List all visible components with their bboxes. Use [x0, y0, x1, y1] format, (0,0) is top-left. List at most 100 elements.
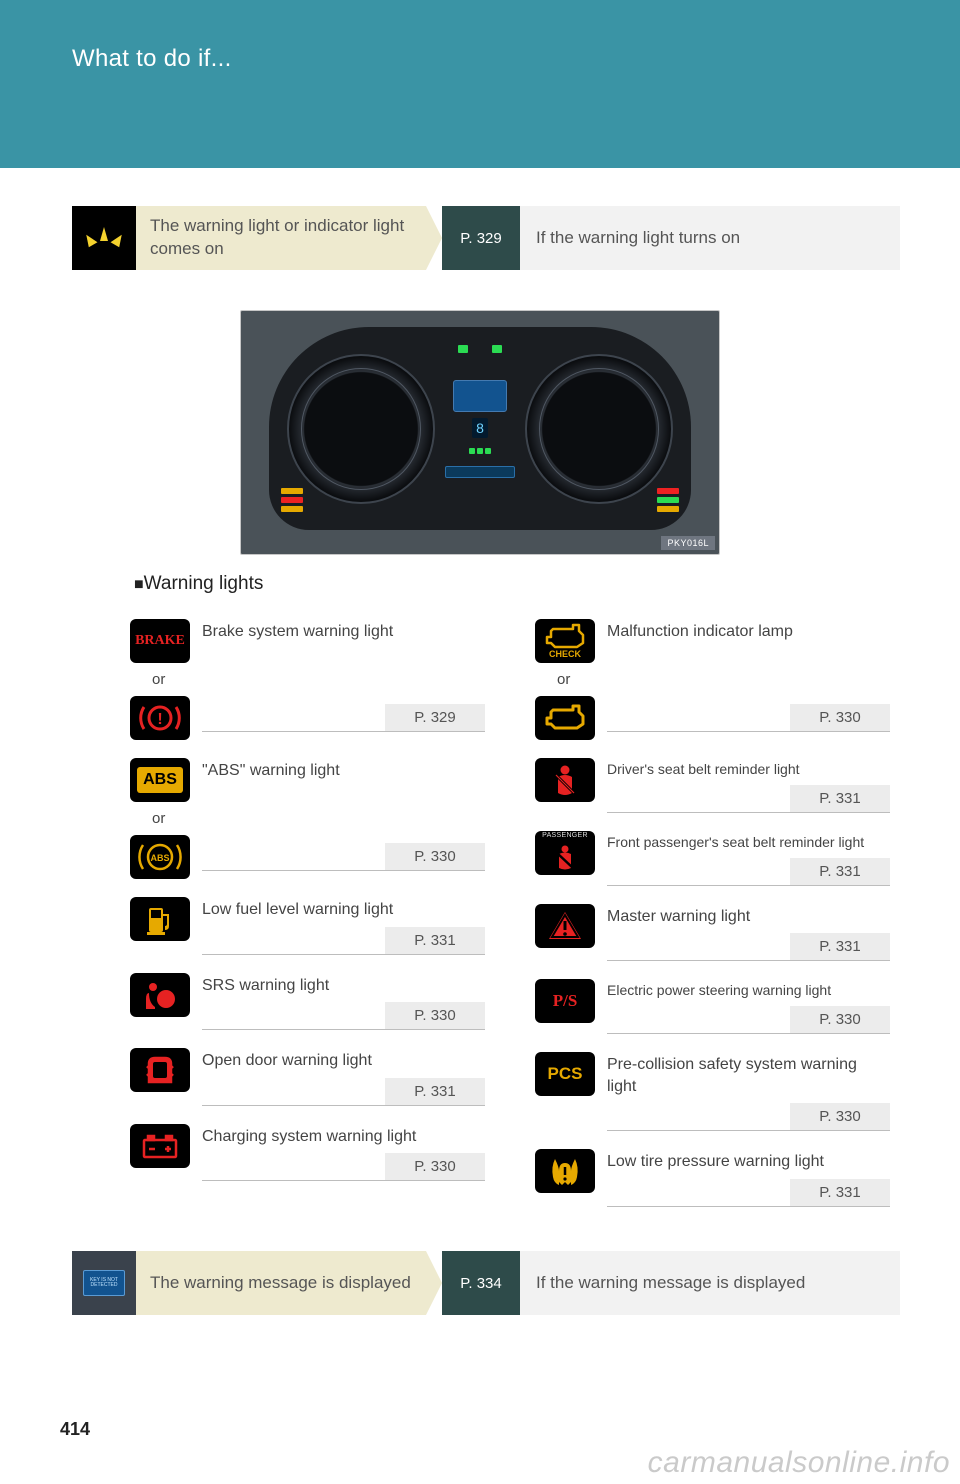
warning-item: ABS "ABS" warning light or ABS P. 330	[130, 758, 485, 879]
warning-desc: Electric power steering warning light P. …	[607, 979, 890, 1034]
warning-item: Charging system warning light P. 330	[130, 1124, 485, 1182]
warning-label: Open door warning light	[202, 1050, 485, 1072]
warning-desc: Low fuel level warning lightP. 331	[202, 897, 485, 955]
page-ref: P. 329	[385, 704, 485, 731]
warning-item: SRS warning light P. 330	[130, 973, 485, 1031]
page-ref: P. 330	[385, 1002, 485, 1029]
page-ref: P. 330	[790, 1006, 890, 1033]
warning-desc: Open door warning lightP. 331	[202, 1048, 485, 1106]
warning-desc: Master warning light P. 331	[607, 904, 890, 962]
banner-bottom-left-text: The warning message is displayed	[150, 1272, 411, 1295]
banner-top-page: P. 329	[442, 206, 520, 270]
warning-item: Master warning light P. 331	[535, 904, 890, 962]
banner-bottom-page-text: P. 334	[460, 1275, 501, 1292]
or-label: or	[557, 671, 890, 688]
banner-bottom-right-text: If the warning message is displayed	[536, 1273, 805, 1293]
banner-bottom-left: The warning message is displayed	[136, 1251, 426, 1315]
column-left: BRAKE Brake system warning light or! P. 329…	[130, 619, 485, 1225]
brake-circle-icon: !	[130, 696, 190, 740]
warning-desc: P. 329	[202, 696, 485, 732]
page-content: The warning light or indicator light com…	[0, 168, 960, 1315]
check-text-icon: CHECK	[535, 619, 595, 663]
warning-desc: Low tire pressure warning lightP. 331	[607, 1149, 890, 1207]
page-ref: P. 330	[385, 1153, 485, 1180]
banner-top-icon	[72, 206, 136, 270]
section-title: ■Warning lights	[134, 573, 900, 595]
warning-label: Front passenger's seat belt reminder lig…	[607, 833, 890, 852]
seatbelt-icon	[535, 758, 595, 802]
check-plain-icon	[535, 696, 595, 740]
warning-item: BRAKE Brake system warning light or! P. 329	[130, 619, 485, 740]
warning-label: Charging system warning light	[202, 1126, 485, 1148]
banner-bottom-page: P. 334	[442, 1251, 520, 1315]
page-ref: P. 331	[385, 927, 485, 954]
door-icon	[130, 1048, 190, 1092]
brake-text-icon: BRAKE	[130, 619, 190, 663]
image-tag: PKY016L	[661, 536, 715, 550]
warning-desc: Brake system warning light	[202, 619, 485, 643]
banner-top-right-text: If the warning light turns on	[536, 228, 740, 248]
page-ref: P. 330	[790, 1103, 890, 1130]
warning-desc: P. 330	[607, 696, 890, 732]
warning-item: Low fuel level warning lightP. 331	[130, 897, 485, 955]
banner-bottom: KEY IS NOTDETECTED The warning message i…	[72, 1251, 900, 1315]
page-ref: P. 331	[790, 1179, 890, 1206]
battery-icon	[130, 1124, 190, 1168]
warning-desc: "ABS" warning light	[202, 758, 485, 782]
page-header: What to do if...	[0, 0, 960, 168]
header-title: What to do if...	[72, 45, 232, 72]
warning-label: SRS warning light	[202, 975, 485, 997]
banner-top: The warning light or indicator light com…	[72, 206, 900, 270]
warning-item: PASSENGER Front passenger's seat belt rem…	[535, 831, 890, 886]
warning-item: P/SElectric power steering warning light…	[535, 979, 890, 1034]
page-ref: P. 331	[790, 785, 890, 812]
watermark: carmanualsonline.info	[638, 1442, 960, 1484]
banner-top-left-text: The warning light or indicator light com…	[150, 215, 412, 261]
master-icon	[535, 904, 595, 948]
banner-top-page-text: P. 329	[460, 230, 501, 247]
abs-text-icon: ABS	[130, 758, 190, 802]
page-number: 414	[60, 1419, 90, 1440]
warning-item: Driver's seat belt reminder light P. 331	[535, 758, 890, 813]
banner-bottom-icon: KEY IS NOTDETECTED	[72, 1251, 136, 1315]
banner-top-right: If the warning light turns on	[520, 206, 900, 270]
page-ref: P. 331	[790, 933, 890, 960]
banner-top-left: The warning light or indicator light com…	[136, 206, 426, 270]
dashboard-image: 8 PKY016L	[240, 310, 720, 555]
or-label: or	[152, 671, 485, 688]
warning-item: Open door warning lightP. 331	[130, 1048, 485, 1106]
warning-desc: Pre-collision safety system warning ligh…	[607, 1052, 890, 1131]
abs-circle-icon: ABS	[130, 835, 190, 879]
svg-text:!: !	[157, 711, 162, 728]
page-ref: P. 330	[385, 843, 485, 870]
warning-desc: Driver's seat belt reminder light P. 331	[607, 758, 890, 813]
fuel-icon	[130, 897, 190, 941]
page-ref: P. 330	[790, 704, 890, 731]
warning-label: Driver's seat belt reminder light	[607, 760, 890, 779]
warning-desc: Malfunction indicator lamp	[607, 619, 890, 643]
warning-desc: SRS warning light P. 330	[202, 973, 485, 1031]
passenger-seatbelt-icon: PASSENGER	[535, 831, 595, 875]
warning-label: Pre-collision safety system warning ligh…	[607, 1054, 890, 1097]
warning-item: PCS Pre-collision safety system warning l…	[535, 1052, 890, 1131]
warning-item: Low tire pressure warning lightP. 331	[535, 1149, 890, 1207]
warning-label: Master warning light	[607, 906, 890, 928]
svg-text:CHECK: CHECK	[549, 649, 582, 659]
warning-label: "ABS" warning light	[202, 760, 485, 782]
section-title-text: Warning lights	[144, 573, 264, 594]
banner-bottom-right: If the warning message is displayed	[520, 1251, 900, 1315]
or-label: or	[152, 810, 485, 827]
warning-columns: BRAKE Brake system warning light or! P. 329…	[60, 619, 900, 1225]
warning-label: Brake system warning light	[202, 621, 485, 643]
tpms-icon	[535, 1149, 595, 1193]
warning-label: Electric power steering warning light	[607, 981, 890, 1000]
srs-icon	[130, 973, 190, 1017]
pcs-icon: PCS	[535, 1052, 595, 1096]
warning-desc: Front passenger's seat belt reminder lig…	[607, 831, 890, 886]
column-right: CHECK Malfunction indicator lamp or P. 330 D…	[535, 619, 890, 1225]
page-ref: P. 331	[790, 858, 890, 885]
svg-text:ABS: ABS	[150, 853, 169, 863]
warning-label: Malfunction indicator lamp	[607, 621, 890, 643]
warning-desc: P. 330	[202, 835, 485, 871]
warning-desc: Charging system warning light P. 330	[202, 1124, 485, 1182]
